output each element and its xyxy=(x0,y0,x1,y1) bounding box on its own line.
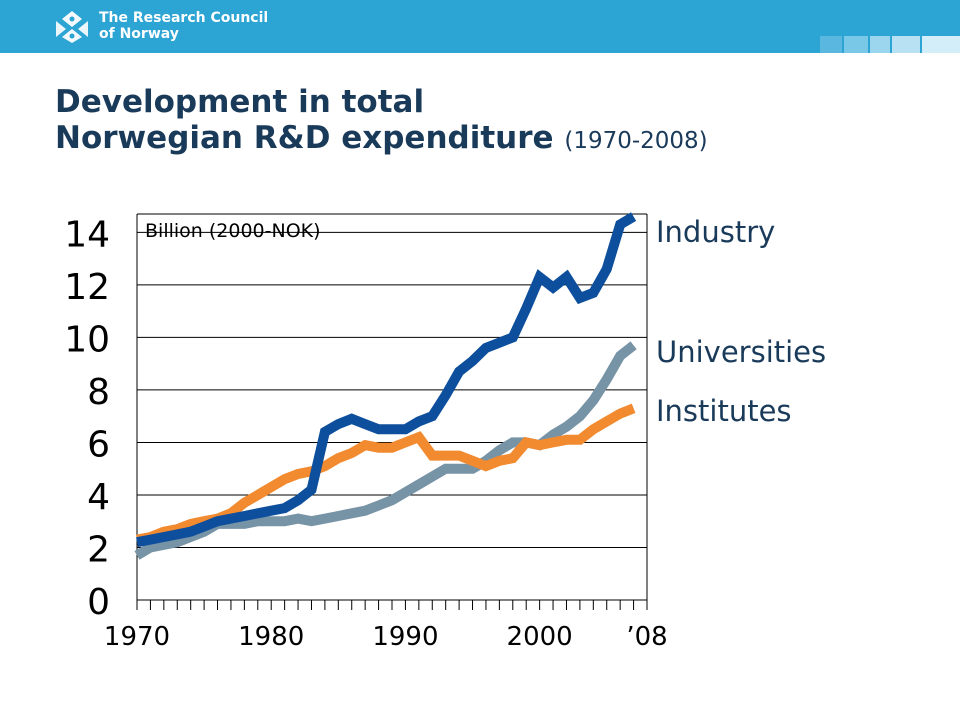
y-tick-label-8: 8 xyxy=(87,372,110,413)
decorative-tiles xyxy=(820,36,960,53)
y-tick-label-14: 14 xyxy=(64,214,110,255)
series-label-industry: Industry xyxy=(656,215,775,249)
organization-name-line1: The Research Council xyxy=(99,10,269,26)
y-tick-label-10: 10 xyxy=(64,319,110,360)
x-tick-label-08: ’08 xyxy=(626,622,667,652)
organization-name-line2: of Norway xyxy=(99,26,179,42)
research-council-logo-icon xyxy=(56,11,88,43)
y-tick-label-4: 4 xyxy=(87,477,110,518)
y-tick-label-6: 6 xyxy=(87,424,110,465)
series-label-institutes: Institutes xyxy=(656,394,792,428)
x-tick-label-1970: 1970 xyxy=(104,622,170,652)
series-line-industry xyxy=(136,212,637,548)
y-tick-label-2: 2 xyxy=(87,529,110,570)
x-tick-label-2000: 2000 xyxy=(507,622,573,652)
slide-title: Development in total Norwegian R&D expen… xyxy=(55,84,708,159)
y-axis-unit-label: Billion (2000-NOK) xyxy=(145,220,321,242)
y-tick-label-12: 12 xyxy=(64,267,110,308)
header-bar: The Research Council of Norway xyxy=(0,0,960,53)
series-label-universities: Universities xyxy=(656,335,826,369)
organization-name: The Research Council of Norway xyxy=(99,10,299,42)
x-tick-label-1980: 1980 xyxy=(238,622,304,652)
y-tick-label-0: 0 xyxy=(87,582,110,623)
x-tick-label-1990: 1990 xyxy=(372,622,438,652)
slide-title-line1: Development in total xyxy=(55,84,425,120)
slide-title-line2: Norwegian R&D expenditure xyxy=(55,120,554,156)
slide-title-period: (1970-2008) xyxy=(564,128,708,154)
